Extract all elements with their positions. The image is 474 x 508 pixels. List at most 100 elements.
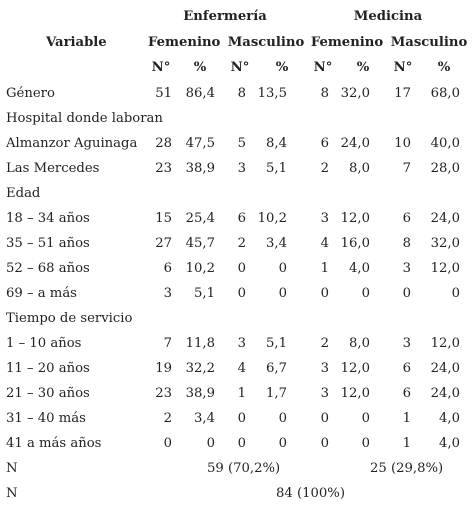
table-cell: 12,0 bbox=[340, 386, 370, 401]
header-group-medicina: Medicina bbox=[353, 9, 423, 24]
table-cell: 0 bbox=[320, 436, 329, 451]
enfermeria-total: 59 (70,2%) bbox=[207, 461, 281, 476]
table-cell: 6 bbox=[237, 211, 246, 226]
header-unit: % bbox=[193, 60, 207, 75]
table-cell: 8 bbox=[320, 86, 329, 101]
row-label: 41 a más años bbox=[6, 436, 102, 451]
table-cell: 7 bbox=[402, 161, 411, 176]
table-cell: 6 bbox=[402, 361, 411, 376]
grand-total-n-label: N bbox=[6, 486, 18, 501]
table-cell: 8,0 bbox=[349, 161, 370, 176]
medicina-total: 25 (29,8%) bbox=[370, 461, 444, 476]
table-cell: 8,0 bbox=[349, 336, 370, 351]
table-cell: 15 bbox=[155, 211, 172, 226]
table-cell: 7 bbox=[163, 336, 172, 351]
table-cell: 3 bbox=[163, 286, 172, 301]
table-cell: 0 bbox=[451, 286, 460, 301]
row-label: 35 – 51 años bbox=[6, 236, 90, 251]
table-cell: 12,0 bbox=[340, 211, 370, 226]
table-cell: 6 bbox=[320, 136, 329, 151]
table-cell: 24,0 bbox=[430, 211, 460, 226]
row-label: 1 – 10 años bbox=[6, 336, 82, 351]
header-group-enfermeria: Enfermería bbox=[183, 9, 267, 24]
table-cell: 23 bbox=[155, 386, 172, 401]
table-cell: 4,0 bbox=[349, 261, 370, 276]
table-cell: 38,9 bbox=[185, 386, 215, 401]
row-label: Almanzor Aguinaga bbox=[6, 136, 138, 151]
table-cell: 3,4 bbox=[266, 236, 287, 251]
table-cell: 3 bbox=[320, 211, 329, 226]
table-cell: 4,0 bbox=[439, 411, 460, 426]
table-cell: 38,9 bbox=[185, 161, 215, 176]
table-cell: 45,7 bbox=[185, 236, 215, 251]
table-cell: 68,0 bbox=[430, 86, 460, 101]
table-cell: 2 bbox=[320, 161, 329, 176]
table-cell: 3 bbox=[237, 161, 246, 176]
header-enf-femenino: Femenino bbox=[148, 35, 221, 50]
table-cell: 16,0 bbox=[340, 236, 370, 251]
table-cell: 24,0 bbox=[430, 361, 460, 376]
table-cell: 27 bbox=[155, 236, 172, 251]
table-cell: 6 bbox=[163, 261, 172, 276]
header-unit: % bbox=[275, 60, 289, 75]
table-cell: 32,0 bbox=[340, 86, 370, 101]
header-unit: % bbox=[437, 60, 451, 75]
section-label: Hospital donde laboran bbox=[6, 111, 163, 126]
table-cell: 25,4 bbox=[185, 211, 215, 226]
table-cell: 1 bbox=[402, 436, 411, 451]
table-cell: 1,7 bbox=[266, 386, 287, 401]
table-cell: 28 bbox=[155, 136, 172, 151]
table-cell: 24,0 bbox=[430, 386, 460, 401]
grand-total: 84 (100%) bbox=[276, 486, 345, 501]
table-cell: 0 bbox=[206, 436, 215, 451]
section-label: Edad bbox=[6, 186, 41, 201]
header-unit: N° bbox=[230, 60, 250, 75]
table-cell: 4,0 bbox=[439, 436, 460, 451]
table-cell: 0 bbox=[278, 436, 287, 451]
table-cell: 19 bbox=[155, 361, 172, 376]
table-cell: 0 bbox=[278, 261, 287, 276]
table-cell: 3 bbox=[320, 361, 329, 376]
row-label: 52 – 68 años bbox=[6, 261, 90, 276]
table-cell: 32,0 bbox=[430, 236, 460, 251]
header-unit: N° bbox=[393, 60, 413, 75]
header-med-masculino: Masculino bbox=[390, 35, 468, 50]
table-cell: 3 bbox=[402, 261, 411, 276]
table-cell: 10 bbox=[394, 136, 411, 151]
table-cell: 4 bbox=[320, 236, 329, 251]
header-enf-masculino: Masculino bbox=[227, 35, 305, 50]
table-cell: 13,5 bbox=[257, 86, 287, 101]
table-cell: 40,0 bbox=[430, 136, 460, 151]
table-cell: 5,1 bbox=[266, 161, 287, 176]
table-cell: 3 bbox=[402, 336, 411, 351]
table-cell: 10,2 bbox=[185, 261, 215, 276]
table-cell: 5,1 bbox=[266, 336, 287, 351]
table-cell: 23 bbox=[155, 161, 172, 176]
table-cell: 28,0 bbox=[430, 161, 460, 176]
table-cell: 12,0 bbox=[430, 261, 460, 276]
table-cell: 1 bbox=[320, 261, 329, 276]
table-cell: 12,0 bbox=[430, 336, 460, 351]
table-cell: 0 bbox=[402, 286, 411, 301]
table-cell: 10,2 bbox=[257, 211, 287, 226]
table-cell: 8,4 bbox=[266, 136, 287, 151]
table-cell: 0 bbox=[278, 286, 287, 301]
table-cell: 0 bbox=[361, 436, 370, 451]
table-cell: 2 bbox=[320, 336, 329, 351]
table-cell: 0 bbox=[237, 436, 246, 451]
table-cell: 2 bbox=[163, 411, 172, 426]
row-label: 11 – 20 años bbox=[6, 361, 90, 376]
row-label: Las Mercedes bbox=[6, 161, 100, 176]
row-label: 21 – 30 años bbox=[6, 386, 90, 401]
row-label: 18 – 34 años bbox=[6, 211, 90, 226]
header-variable: Variable bbox=[46, 35, 107, 50]
table-cell: 5,1 bbox=[194, 286, 215, 301]
table-cell: 0 bbox=[278, 411, 287, 426]
table-cell: 0 bbox=[163, 436, 172, 451]
row-label: Género bbox=[6, 86, 55, 101]
row-label: 69 – a más bbox=[6, 286, 77, 301]
table-cell: 11,8 bbox=[185, 336, 215, 351]
table-cell: 1 bbox=[237, 386, 246, 401]
header-med-femenino: Femenino bbox=[310, 35, 384, 50]
